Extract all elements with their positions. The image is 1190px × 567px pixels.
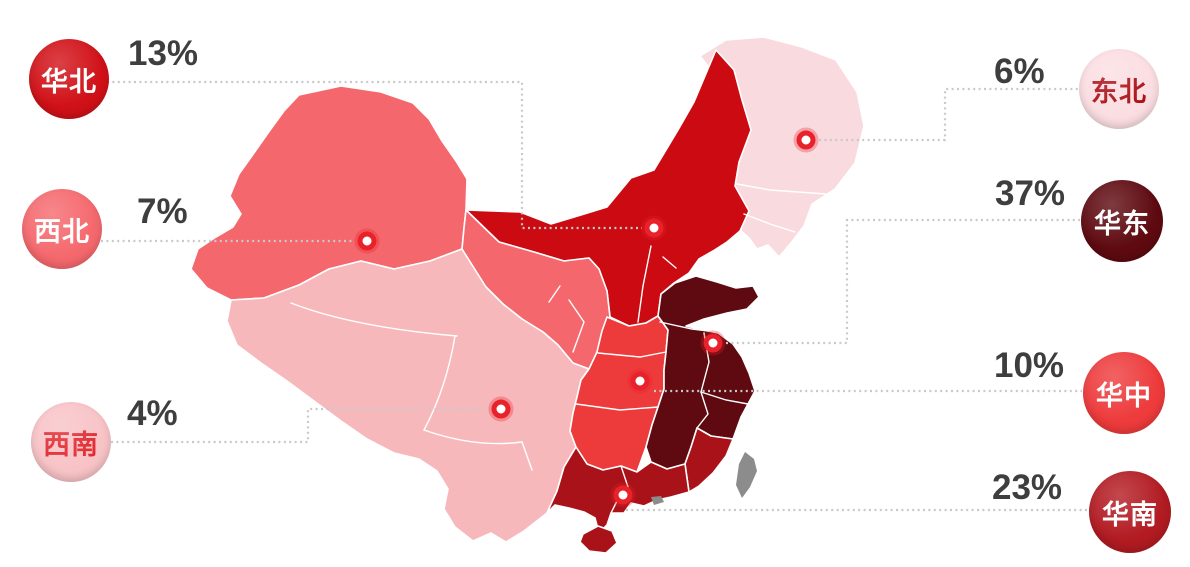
- region-percent-dongbei: 6%: [994, 52, 1045, 91]
- map-region-xinan: [226, 248, 590, 543]
- map-regions: [190, 36, 865, 554]
- region-badge-xibei: 西北: [22, 189, 102, 269]
- map-marker-huadong: [700, 330, 726, 356]
- connector-lines: [101, 80, 1088, 512]
- region-badge-label: 西北: [34, 216, 90, 247]
- connector-huabei: [107, 80, 642, 230]
- region-percent-huazhong: 10%: [994, 346, 1065, 385]
- map-marker-huabei: [641, 215, 667, 241]
- map-markers: [354, 127, 819, 508]
- map-marker-xibei: [354, 228, 380, 254]
- region-percent-xibei: 7%: [137, 192, 188, 231]
- region-badge-huanan: 华南: [1089, 471, 1171, 553]
- region-percent-huadong: 37%: [995, 174, 1066, 213]
- region-badge-xinan: 西南: [31, 402, 111, 482]
- region-badge-dongbei: 东北: [1079, 49, 1159, 129]
- connector-dongbei: [819, 87, 1079, 142]
- region-badge-label: 华东: [1094, 208, 1150, 239]
- connector-xinan: [111, 407, 488, 444]
- province-borders: [290, 183, 827, 514]
- map-marker-huazhong: [627, 368, 653, 394]
- region-badge-label: 华北: [41, 66, 97, 97]
- region-badge-label: 东北: [1091, 76, 1147, 107]
- region-percent-huabei: 13%: [128, 34, 199, 73]
- map-marker-dongbei: [793, 127, 819, 153]
- region-percent-huanan: 23%: [992, 468, 1063, 507]
- map-region-hainan: [579, 525, 618, 554]
- region-badge-label: 华南: [1102, 499, 1158, 530]
- map-marker-huanan: [610, 482, 636, 508]
- region-badge-label: 华中: [1096, 380, 1152, 411]
- map-hongkong: [651, 496, 664, 505]
- map-region-huadong: [645, 275, 760, 470]
- map-taiwan: [736, 452, 757, 498]
- connector-huadong: [726, 218, 1080, 345]
- map-marker-xinan: [488, 396, 514, 422]
- map-region-fujian: [684, 427, 734, 493]
- region-percent-xinan: 4%: [127, 394, 178, 433]
- region-badge-huazhong: 华中: [1083, 352, 1165, 434]
- region-badge-huabei: 华北: [29, 39, 109, 119]
- region-badge-label: 西南: [43, 429, 99, 460]
- region-badge-huadong: 华东: [1081, 180, 1163, 262]
